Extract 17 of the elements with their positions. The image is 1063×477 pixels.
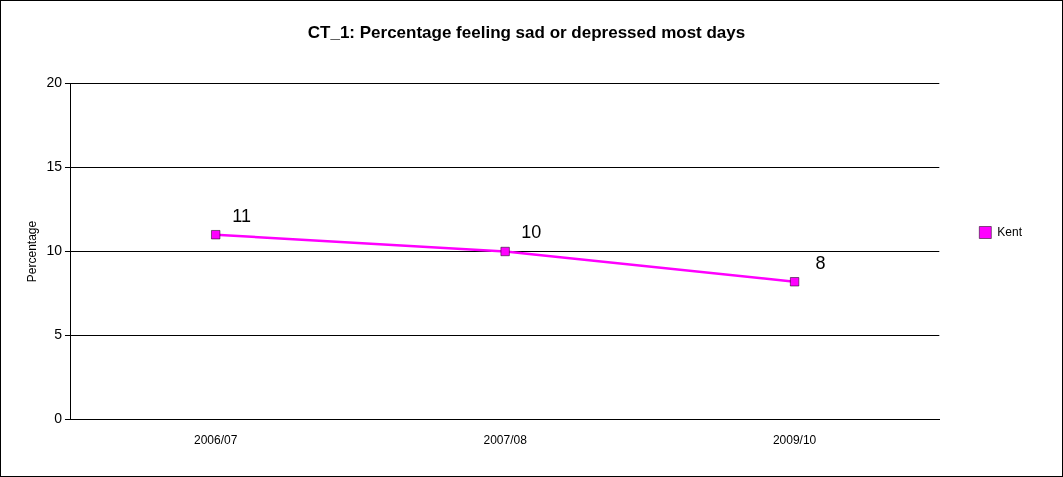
legend-label: Kent <box>997 224 1023 239</box>
point <box>500 247 510 256</box>
y-tick-label: 0 <box>54 410 63 427</box>
y-tick-label: 20 <box>46 74 63 91</box>
x-tick-label: 2007/08 <box>483 433 528 448</box>
x-tick-label: 2009/10 <box>772 433 817 448</box>
y-tick-label: 10 <box>46 242 63 259</box>
y-tick-label: 15 <box>46 158 63 175</box>
data-label: 11 <box>232 205 252 226</box>
y-axis-title: Percentage <box>24 220 39 283</box>
point <box>790 277 800 287</box>
y-tick-label: 5 <box>54 326 63 343</box>
data-label: 10 <box>521 222 542 243</box>
data-label: 8 <box>815 252 826 273</box>
chart-title: CT_1: Percentage feeling sad or depressed most days <box>307 22 746 42</box>
x-tick-label: 2006/07 <box>194 433 238 448</box>
point <box>211 230 221 240</box>
